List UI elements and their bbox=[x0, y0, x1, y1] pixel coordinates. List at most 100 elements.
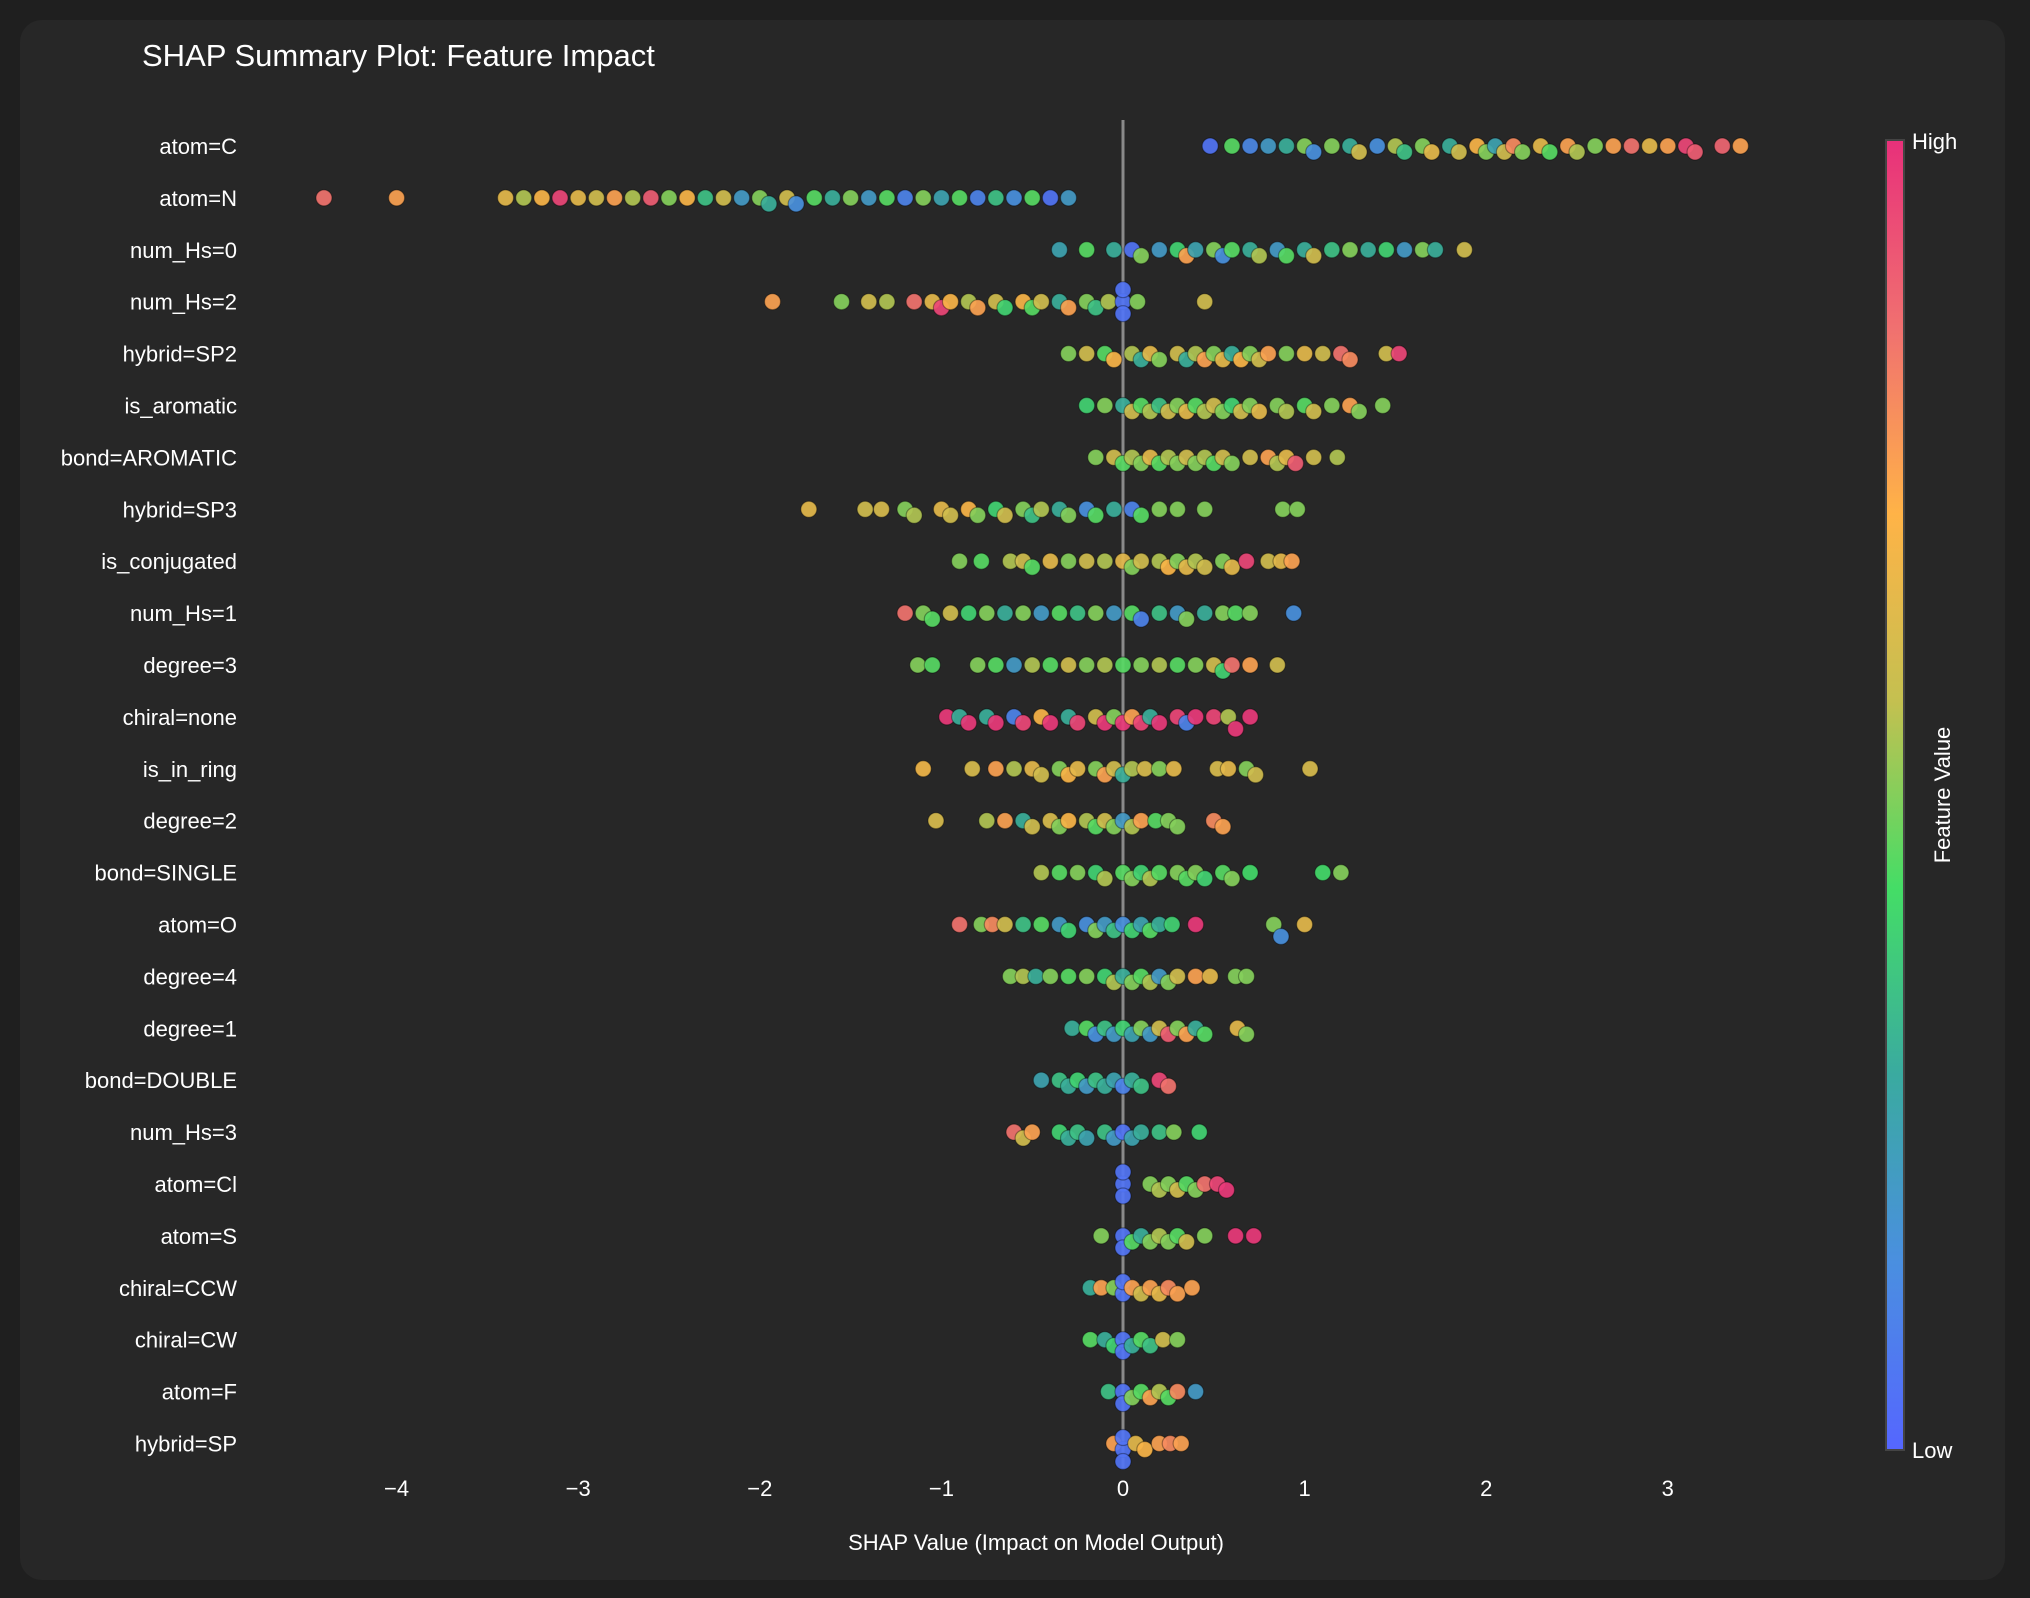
feature-label: chiral=CCW bbox=[119, 1276, 237, 1301]
colorbar-high-label: High bbox=[1912, 129, 1957, 154]
feature-label: num_Hs=0 bbox=[130, 238, 237, 263]
data-point bbox=[1223, 656, 1241, 674]
data-point bbox=[1027, 967, 1045, 986]
data-point bbox=[1041, 189, 1059, 207]
data-point bbox=[1078, 656, 1096, 674]
data-point bbox=[1568, 143, 1586, 161]
data-point bbox=[1163, 915, 1181, 934]
feature-row-points bbox=[950, 915, 1314, 946]
data-point bbox=[1341, 351, 1359, 369]
data-point bbox=[941, 604, 960, 622]
data-point bbox=[605, 189, 624, 207]
data-point bbox=[1288, 500, 1306, 518]
data-point bbox=[1150, 863, 1168, 882]
data-point bbox=[860, 293, 878, 311]
feature-label: bond=DOUBLE bbox=[85, 1068, 237, 1093]
data-point bbox=[1268, 656, 1286, 674]
data-point bbox=[996, 299, 1014, 317]
feature-row-points bbox=[763, 281, 1214, 323]
data-point bbox=[1059, 552, 1078, 570]
data-point bbox=[1374, 396, 1392, 415]
data-point bbox=[1099, 1382, 1118, 1401]
chart-card bbox=[20, 20, 2005, 1580]
data-point bbox=[696, 189, 714, 207]
data-point bbox=[1078, 396, 1096, 415]
data-point bbox=[1168, 1382, 1187, 1401]
data-point bbox=[388, 189, 406, 207]
data-point bbox=[1513, 143, 1532, 161]
data-point bbox=[1150, 714, 1168, 732]
data-point bbox=[1078, 1129, 1096, 1147]
data-point bbox=[1659, 137, 1677, 155]
feature-label: is_aromatic bbox=[125, 394, 237, 419]
data-point bbox=[515, 189, 533, 207]
data-point bbox=[950, 552, 969, 570]
data-point bbox=[996, 604, 1014, 622]
feature-row-points bbox=[1114, 1163, 1236, 1205]
data-point bbox=[1295, 345, 1314, 363]
colorbar-title: Feature Value bbox=[1930, 727, 1955, 864]
data-point bbox=[1377, 241, 1395, 259]
data-point bbox=[714, 189, 733, 207]
data-point bbox=[1114, 1163, 1132, 1181]
data-point bbox=[1096, 656, 1114, 674]
feature-labels: atom=C atom=N num_Hs=0 num_Hs=2 hybrid=SP2 is… bbox=[61, 134, 238, 1457]
feature-row-points bbox=[1092, 1227, 1263, 1257]
feature-row-points bbox=[1063, 1019, 1256, 1043]
data-point bbox=[1128, 293, 1147, 311]
data-point bbox=[1059, 812, 1078, 830]
data-point bbox=[1246, 766, 1265, 784]
data-point bbox=[1196, 869, 1214, 888]
x-axis: −4 −3 −2 −1 0 1 2 3 bbox=[384, 1476, 1674, 1501]
data-point bbox=[896, 604, 914, 622]
data-point bbox=[1114, 1452, 1132, 1471]
data-point bbox=[1250, 402, 1268, 421]
data-point bbox=[1096, 396, 1114, 415]
data-point bbox=[1105, 351, 1123, 369]
data-point bbox=[927, 812, 945, 830]
data-point bbox=[1092, 1227, 1110, 1245]
data-point bbox=[941, 293, 960, 311]
data-point bbox=[1050, 604, 1069, 622]
data-point bbox=[872, 500, 891, 518]
data-point bbox=[1196, 604, 1214, 622]
data-point bbox=[1105, 604, 1123, 622]
data-point bbox=[1159, 1077, 1178, 1095]
data-point bbox=[1187, 708, 1205, 726]
x-tick-label: −3 bbox=[566, 1476, 591, 1501]
data-point bbox=[1187, 1382, 1205, 1401]
data-point bbox=[1283, 552, 1301, 570]
data-point bbox=[1114, 305, 1132, 323]
feature-row-points bbox=[800, 500, 1306, 524]
data-point bbox=[1323, 137, 1341, 155]
data-point bbox=[905, 293, 923, 311]
data-point bbox=[1226, 720, 1245, 738]
data-point bbox=[1132, 656, 1150, 674]
data-point bbox=[878, 189, 896, 207]
data-point bbox=[1150, 656, 1168, 674]
data-point bbox=[1196, 558, 1214, 576]
data-point bbox=[1132, 812, 1150, 830]
data-point bbox=[1032, 500, 1050, 518]
x-tick-label: 1 bbox=[1298, 1476, 1310, 1501]
data-point bbox=[1368, 137, 1386, 155]
data-point bbox=[1272, 927, 1290, 946]
data-point bbox=[969, 656, 987, 674]
data-point bbox=[1277, 402, 1296, 421]
data-point bbox=[932, 189, 951, 207]
data-point bbox=[1114, 1187, 1132, 1205]
data-point bbox=[1328, 448, 1346, 466]
feature-label: atom=N bbox=[159, 186, 237, 211]
data-point bbox=[1196, 1227, 1214, 1245]
data-point bbox=[1068, 714, 1087, 732]
data-point bbox=[1187, 656, 1205, 674]
feature-row-points bbox=[1099, 1382, 1205, 1413]
data-point bbox=[1136, 1440, 1154, 1459]
data-point bbox=[987, 189, 1005, 207]
data-point bbox=[1187, 241, 1205, 259]
data-point bbox=[1265, 915, 1283, 934]
data-point bbox=[960, 604, 978, 622]
feature-row-points bbox=[1005, 1123, 1208, 1147]
data-point bbox=[1014, 604, 1032, 622]
